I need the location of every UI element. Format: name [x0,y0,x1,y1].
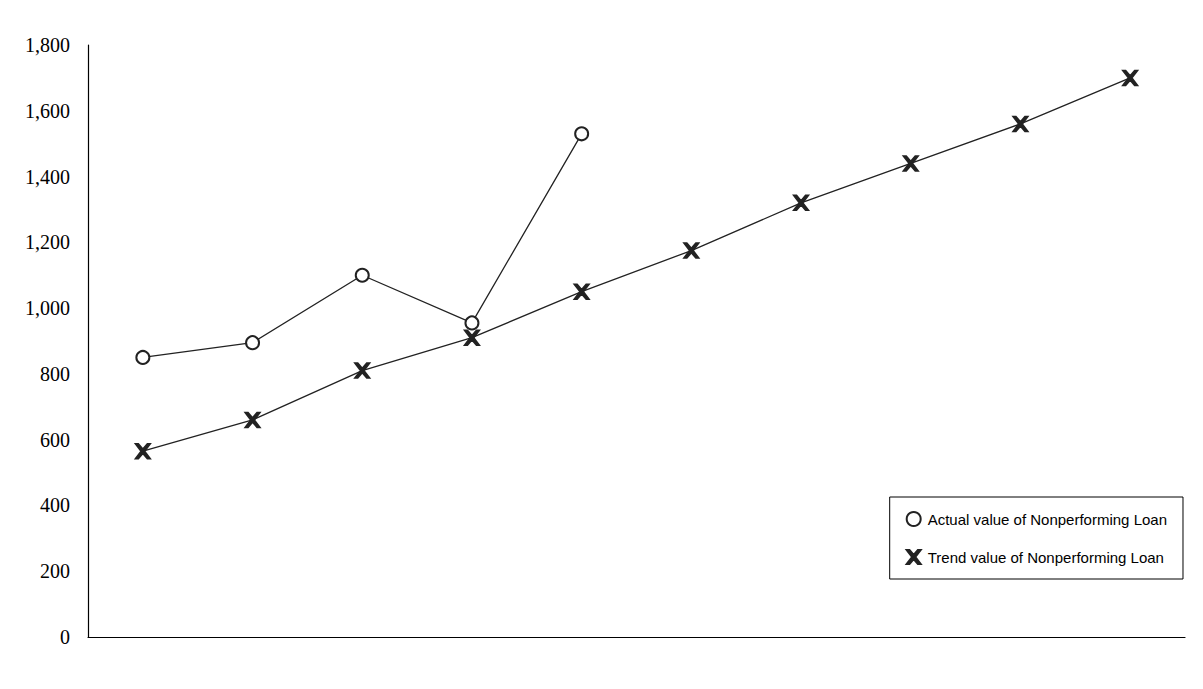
svg-text:1,400: 1,400 [25,166,70,188]
svg-text:400: 400 [40,494,70,516]
svg-text:600: 600 [40,429,70,451]
svg-text:800: 800 [40,363,70,385]
svg-text:Trend value of Nonperforming L: Trend value of Nonperforming Loan [928,549,1164,566]
svg-text:200: 200 [40,560,70,582]
svg-text:1,800: 1,800 [25,34,70,56]
svg-text:0: 0 [60,626,70,648]
svg-text:1,200: 1,200 [25,231,70,253]
svg-text:1,000: 1,000 [25,297,70,319]
svg-text:Actual value of Nonperforming: Actual value of Nonperforming Loan [928,511,1167,528]
svg-text:1,600: 1,600 [25,100,70,122]
